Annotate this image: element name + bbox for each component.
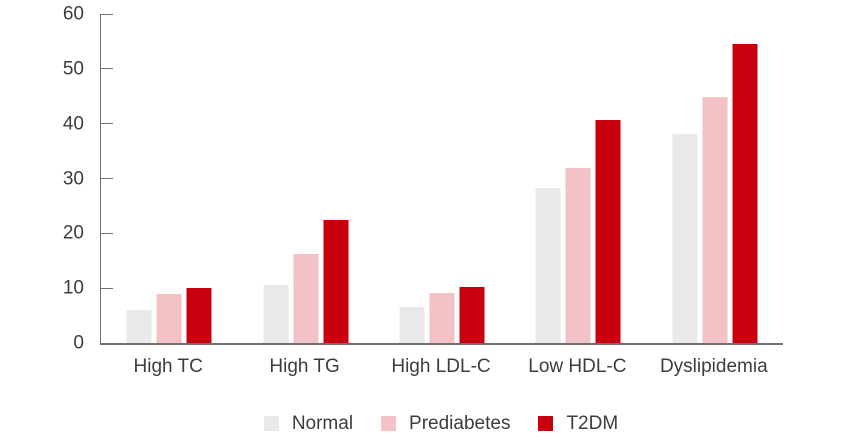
- bar-group-low-hdl-c: [535, 120, 621, 343]
- y-tick-label-20: 20: [62, 222, 84, 244]
- bar-group-high-ldl-c: [399, 286, 485, 343]
- x-axis-label-high-tc: High TC: [133, 356, 203, 377]
- legend-label-prediabetes: Prediabetes: [409, 413, 511, 434]
- bar-high-tg-prediabetes: [293, 254, 319, 343]
- legend-item-normal: Normal: [263, 413, 354, 434]
- x-axis-label-dyslipidemia: Dyslipidemia: [659, 356, 768, 377]
- bar-group-high-tc: [126, 288, 212, 343]
- bar-dyslipidemia-t2dm: [732, 43, 758, 343]
- legend-item-prediabetes: Prediabetes: [381, 414, 510, 433]
- bar-group-dyslipidemia: [672, 43, 758, 343]
- bar-high-tc-normal: [126, 309, 152, 343]
- bar-high-ldl-c-t2dm: [459, 286, 485, 343]
- bar-high-tc-t2dm: [186, 288, 212, 343]
- bar-low-hdl-c-normal: [535, 188, 561, 343]
- bar-high-tg-normal: [263, 285, 289, 343]
- legend-swatch-t2dm: [538, 416, 554, 431]
- y-tick-label-10: 10: [62, 277, 84, 299]
- y-tick-label-30: 30: [62, 168, 84, 189]
- bar-high-tc-prediabetes: [156, 294, 182, 343]
- x-axis-label-high-tg: High TG: [269, 356, 340, 377]
- y-axis-tick-10: [101, 287, 113, 289]
- bar-high-ldl-c-normal: [399, 307, 425, 343]
- legend-label-normal: Normal: [291, 413, 354, 434]
- plot-area: [100, 13, 783, 345]
- y-axis-tick-40: [101, 123, 113, 125]
- x-axis-label-low-hdl-c: Low HDL-C: [528, 356, 627, 377]
- y-axis-tick-50: [101, 68, 113, 70]
- y-tick-label-40: 40: [62, 113, 84, 135]
- legend-swatch-prediabetes: [381, 416, 397, 431]
- bar-high-tg-t2dm: [323, 220, 349, 343]
- bar-group-high-tg: [263, 220, 349, 343]
- bar-dyslipidemia-normal: [672, 133, 698, 343]
- bar-high-ldl-c-prediabetes: [429, 293, 455, 343]
- legend-label-t2dm: T2DM: [566, 413, 619, 434]
- bar-low-hdl-c-t2dm: [595, 120, 621, 343]
- y-axis-tick-60: [101, 13, 113, 15]
- bar-dyslipidemia-prediabetes: [702, 96, 728, 343]
- y-tick-label-50: 50: [62, 58, 84, 80]
- legend-swatch-normal: [263, 416, 279, 431]
- legend-item-t2dm: T2DM: [538, 414, 618, 433]
- y-tick-label-60: 60: [62, 3, 84, 25]
- y-axis-tick-20: [101, 232, 113, 234]
- bar-low-hdl-c-prediabetes: [565, 168, 591, 343]
- y-tick-label-0: 0: [73, 332, 84, 354]
- x-axis-label-high-ldl-c: High LDL-C: [391, 356, 491, 377]
- chart-legend: Normal Prediabetes T2DM: [100, 414, 782, 433]
- y-axis-tick-30: [101, 178, 113, 179]
